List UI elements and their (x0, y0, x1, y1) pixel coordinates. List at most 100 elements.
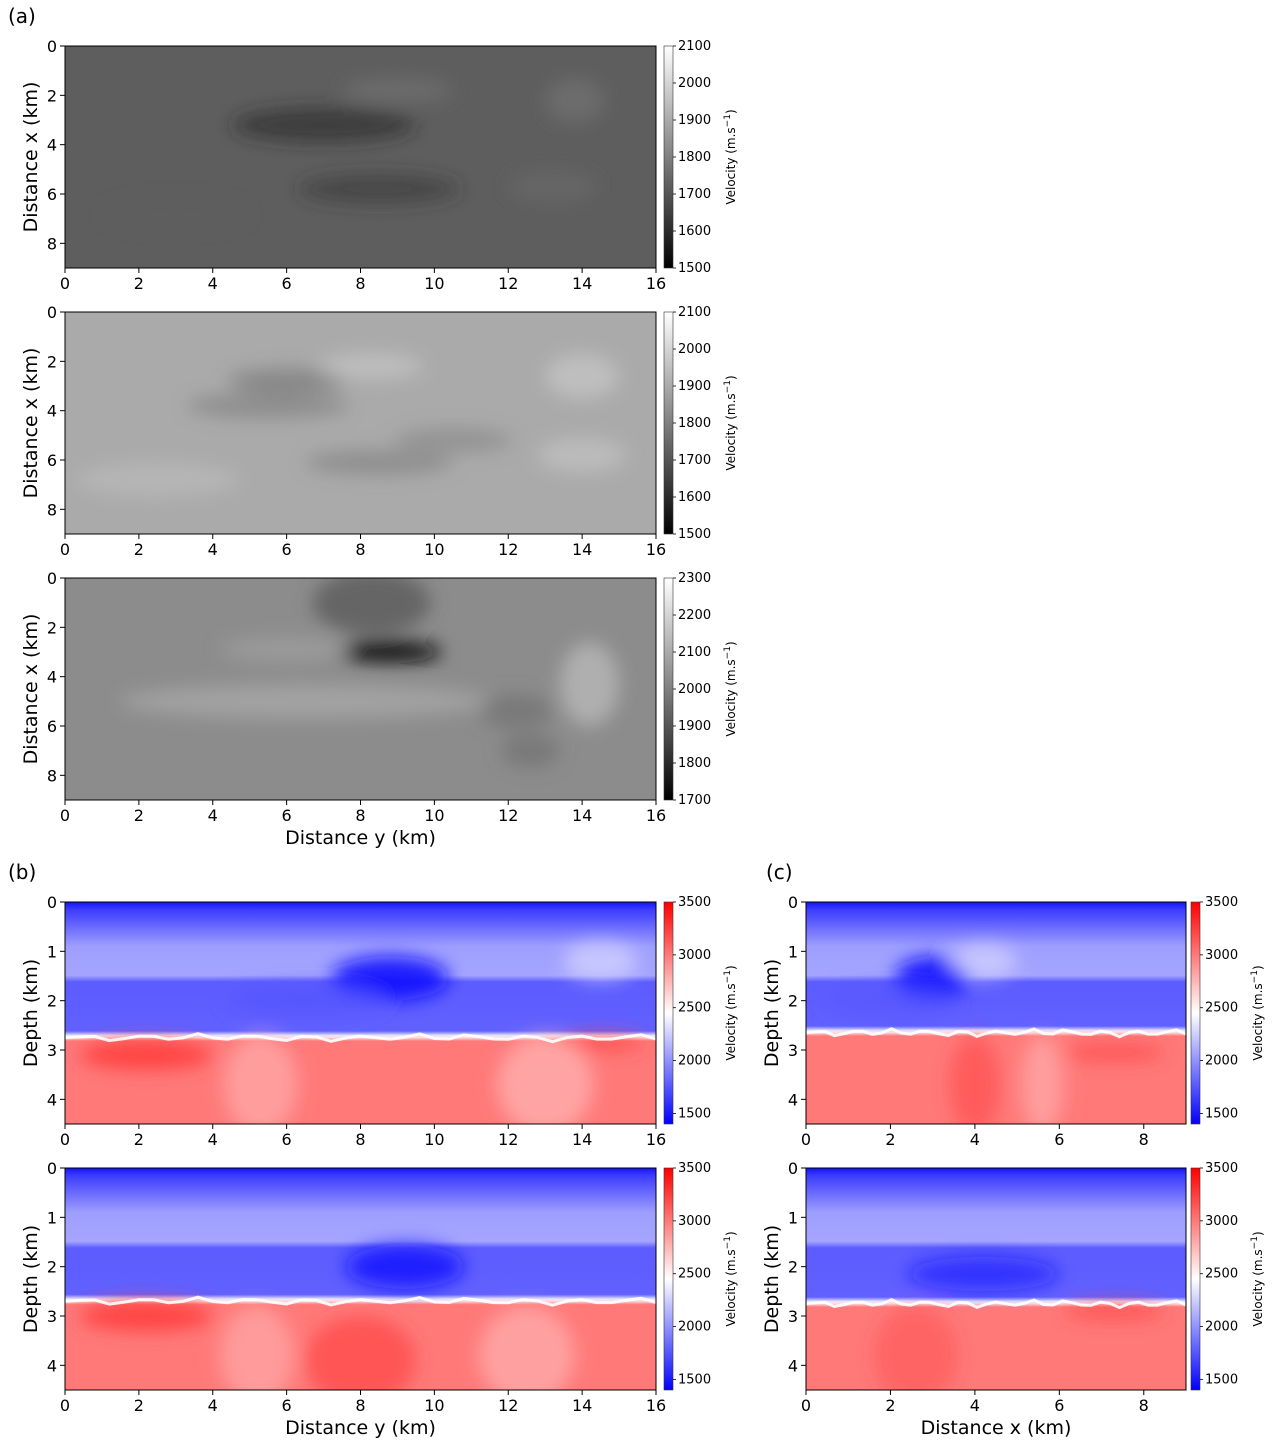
colorbar-tick-label: 1800 (678, 756, 711, 771)
heatmap-background (65, 312, 656, 534)
x-tick-label: 14 (572, 540, 592, 559)
colorbar-tick-label: 2000 (678, 1054, 711, 1069)
colorbar-tick-label: 2000 (678, 682, 711, 697)
colorbar-tick-label: 3000 (1205, 1214, 1238, 1229)
colorbar-a2 (664, 312, 673, 534)
colorbar-b2 (664, 1168, 673, 1390)
low-velocity-anomaly (501, 733, 560, 768)
x-axis-label: Distance x (km) (921, 1417, 1072, 1439)
y-axis-label: Depth (km) (20, 959, 42, 1067)
x-tick-label: 4 (970, 1396, 980, 1415)
high-velocity-anomaly (220, 637, 353, 662)
colorbar-tick-label: 2100 (678, 645, 711, 660)
y-axis-label: Depth (km) (761, 1225, 783, 1333)
x-tick-label: 0 (801, 1130, 811, 1149)
y-tick-label: 2 (47, 1258, 57, 1277)
x-tick-label: 10 (424, 274, 444, 293)
colorbar-tick-label: 3500 (1205, 895, 1238, 910)
x-tick-label: 6 (282, 1396, 292, 1415)
x-tick-label: 6 (282, 1130, 292, 1149)
y-tick-label: 2 (788, 1258, 798, 1277)
x-axis-label: Distance y (km) (285, 1417, 436, 1439)
y-tick-label: 3 (47, 1041, 57, 1060)
low-velocity-anomaly (187, 393, 350, 418)
x-tick-label: 8 (1139, 1130, 1149, 1149)
colorbar-tick-label: 1500 (678, 261, 711, 276)
y-axis-label: Depth (km) (20, 1225, 42, 1333)
heatmap-c1 (806, 902, 1186, 1134)
colorbar-tick-label: 1900 (678, 719, 711, 734)
y-tick-label: 3 (47, 1307, 57, 1326)
colorbar-tick-label: 3500 (1205, 1161, 1238, 1176)
x-tick-label: 8 (355, 1396, 365, 1415)
y-tick-label: 1 (788, 1208, 798, 1227)
colorbar-label: Velocity (m.s−1) (723, 965, 738, 1060)
heatmap-a1 (65, 46, 656, 268)
colorbar-tick-label: 1900 (678, 113, 711, 128)
heatmap-c2 (806, 1168, 1186, 1405)
colorbar-b1 (664, 902, 673, 1124)
colorbar-tick-label: 2500 (678, 1001, 711, 1016)
x-tick-label: 12 (498, 274, 518, 293)
colorbar-tick-label: 1600 (678, 490, 711, 505)
y-tick-label: 8 (47, 234, 57, 253)
high-velocity-anomaly (950, 1035, 1001, 1134)
colorbar-tick-label: 3000 (678, 1214, 711, 1229)
y-tick-label: 1 (788, 942, 798, 961)
y-tick-label: 3 (788, 1041, 798, 1060)
x-tick-label: 16 (646, 274, 666, 293)
colorbar-label: Velocity (m.s−1) (1250, 965, 1265, 1060)
x-tick-label: 6 (282, 540, 292, 559)
colorbar-label: Velocity (m.s−1) (723, 375, 738, 470)
x-tick-label: 0 (60, 806, 70, 825)
y-axis-label: Distance x (km) (20, 614, 42, 765)
low-velocity-anomaly (231, 108, 416, 143)
low-velocity-anomaly (224, 1035, 298, 1134)
x-tick-label: 6 (1054, 1130, 1064, 1149)
x-axis-label: Distance y (km) (285, 827, 436, 849)
low-velocity-anomaly (394, 428, 512, 453)
colorbar-tick-label: 2100 (678, 39, 711, 54)
high-velocity-anomaly (545, 78, 604, 122)
y-tick-label: 6 (47, 451, 57, 470)
y-axis-label: Distance x (km) (20, 348, 42, 499)
x-tick-label: 2 (134, 540, 144, 559)
x-tick-label: 2 (134, 806, 144, 825)
x-tick-label: 8 (355, 274, 365, 293)
x-tick-label: 14 (572, 1396, 592, 1415)
x-tick-label: 2 (134, 274, 144, 293)
high-velocity-anomaly (342, 78, 453, 103)
x-tick-label: 10 (424, 806, 444, 825)
high-velocity-anomaly (564, 941, 638, 980)
x-tick-label: 0 (60, 274, 70, 293)
x-tick-label: 4 (208, 1130, 218, 1149)
high-velocity-anomaly (545, 354, 619, 398)
colorbar-tick-label: 1500 (678, 527, 711, 542)
colorbar-tick-label: 1700 (678, 187, 711, 202)
y-tick-label: 2 (47, 992, 57, 1011)
colorbar-tick-label: 1500 (1205, 1106, 1238, 1121)
low-velocity-anomaly (338, 641, 441, 663)
y-tick-label: 1 (47, 1208, 57, 1227)
x-tick-label: 14 (572, 274, 592, 293)
y-tick-label: 4 (788, 1090, 798, 1109)
high-velocity-anomaly (76, 462, 239, 497)
y-tick-label: 2 (788, 992, 798, 1011)
y-tick-label: 0 (47, 37, 57, 56)
x-tick-label: 0 (60, 1130, 70, 1149)
colorbar-tick-label: 1500 (1205, 1372, 1238, 1387)
colorbar-tick-label: 1900 (678, 379, 711, 394)
x-tick-label: 4 (208, 1396, 218, 1415)
x-tick-label: 4 (208, 540, 218, 559)
colorbar-tick-label: 2500 (1205, 1267, 1238, 1282)
y-tick-label: 4 (47, 1090, 57, 1109)
colorbar-c2 (1191, 1168, 1200, 1390)
x-tick-label: 14 (572, 1130, 592, 1149)
x-tick-label: 6 (282, 274, 292, 293)
low-velocity-anomaly (305, 450, 453, 475)
colorbar-tick-label: 2000 (678, 342, 711, 357)
low-velocity-anomaly (312, 571, 430, 635)
x-tick-label: 0 (60, 1396, 70, 1415)
heatmap-b1 (65, 902, 656, 1134)
